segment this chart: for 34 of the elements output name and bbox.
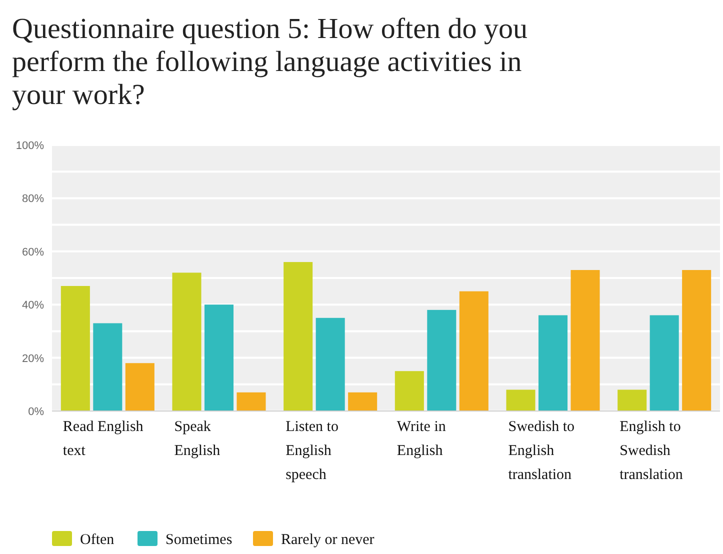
x-tick-label: Read English text (62, 419, 144, 459)
legend-label: Sometimes (166, 532, 232, 548)
y-tick-label: 20% (22, 352, 44, 365)
bar (427, 310, 456, 411)
bar (618, 390, 647, 411)
y-tick-label: 40% (22, 300, 44, 312)
bar (93, 323, 122, 411)
y-tick-label: 60% (22, 246, 44, 258)
bar (125, 363, 154, 411)
chart-title: Questionnaire question 5: How often do you perform the following language activities in your work? (12, 13, 528, 111)
bar (682, 270, 712, 411)
bar (316, 318, 345, 411)
legend-label: Often (80, 532, 115, 548)
bar (650, 315, 679, 411)
x-tick-label: Swedish to English translation (508, 419, 575, 483)
y-tick-label: 0% (28, 406, 44, 418)
bar (284, 262, 313, 411)
bar (60, 286, 90, 411)
legend-label: Rarely or never (281, 532, 374, 548)
y-tick-label: 80% (22, 193, 44, 206)
bar (570, 270, 600, 411)
x-tick-label: Listen to English speech (286, 419, 338, 483)
x-tick-label: Write in English (396, 419, 446, 459)
bar (538, 315, 568, 411)
bar (506, 390, 536, 411)
y-tick-label: 100% (16, 140, 44, 152)
bar (236, 392, 266, 411)
bar (394, 371, 424, 411)
x-tick-label: English to Swedish translation (620, 419, 684, 483)
bar (459, 291, 488, 411)
bar (348, 392, 378, 411)
bar (172, 272, 202, 411)
bar (204, 304, 234, 411)
x-tick-label: Speak English (174, 419, 221, 459)
